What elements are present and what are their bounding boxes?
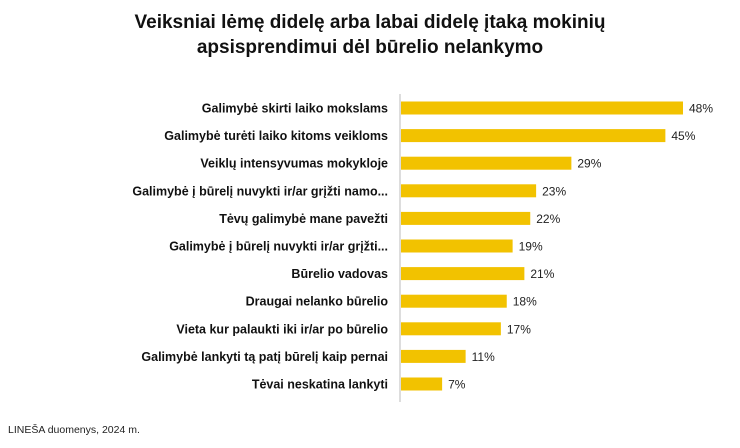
value-label: 21%	[530, 267, 554, 281]
value-label: 19%	[519, 240, 543, 254]
value-label: 7%	[448, 378, 466, 392]
category-label: Galimybė į būrelį nuvykti ir/ar grįžti n…	[132, 184, 388, 198]
category-label: Būrelio vadovas	[291, 267, 388, 281]
category-label: Galimybė turėti laiko kitoms veikloms	[164, 129, 388, 143]
category-label: Galimybė į būrelį nuvykti ir/ar grįžti..…	[169, 240, 388, 254]
value-label: 22%	[536, 212, 560, 226]
bar	[401, 211, 531, 225]
category-label: Vieta kur palaukti iki ir/ar po būrelio	[176, 322, 388, 336]
value-label: 45%	[671, 129, 695, 143]
value-label: 11%	[472, 350, 495, 364]
category-label: Galimybė lankyti tą patį būrelį kaip per…	[141, 350, 388, 364]
bar	[401, 267, 525, 281]
chart-title: Veiksniai lėmę didelę arba labai didelę …	[0, 10, 740, 60]
bar	[401, 322, 501, 336]
value-label: 29%	[577, 157, 601, 171]
category-label: Draugai nelanko būrelio	[246, 295, 389, 309]
category-label: Tėvai neskatina lankyti	[252, 378, 388, 392]
value-label: 18%	[513, 295, 537, 309]
bar	[401, 349, 466, 363]
bar	[401, 101, 683, 115]
category-label: Galimybė skirti laiko mokslams	[202, 102, 388, 116]
bar	[401, 129, 666, 143]
chart-title-line-2: apsisprendimui dėl būrelio nelankymo	[196, 37, 544, 58]
value-label: 23%	[542, 184, 566, 198]
bar	[401, 294, 507, 308]
bar	[401, 156, 572, 170]
category-label: Tėvų galimybė mane pavežti	[219, 212, 388, 226]
value-label: 48%	[689, 102, 713, 116]
bar	[401, 377, 443, 391]
bar	[401, 184, 537, 198]
bar	[401, 239, 513, 253]
chart-title-line-1: Veiksniai lėmę didelę arba labai didelę …	[134, 12, 606, 33]
value-label: 17%	[507, 322, 531, 336]
source-note: LINEŠA duomenys, 2024 m.	[8, 424, 140, 436]
category-label: Veiklų intensyvumas mokykloje	[200, 157, 388, 171]
